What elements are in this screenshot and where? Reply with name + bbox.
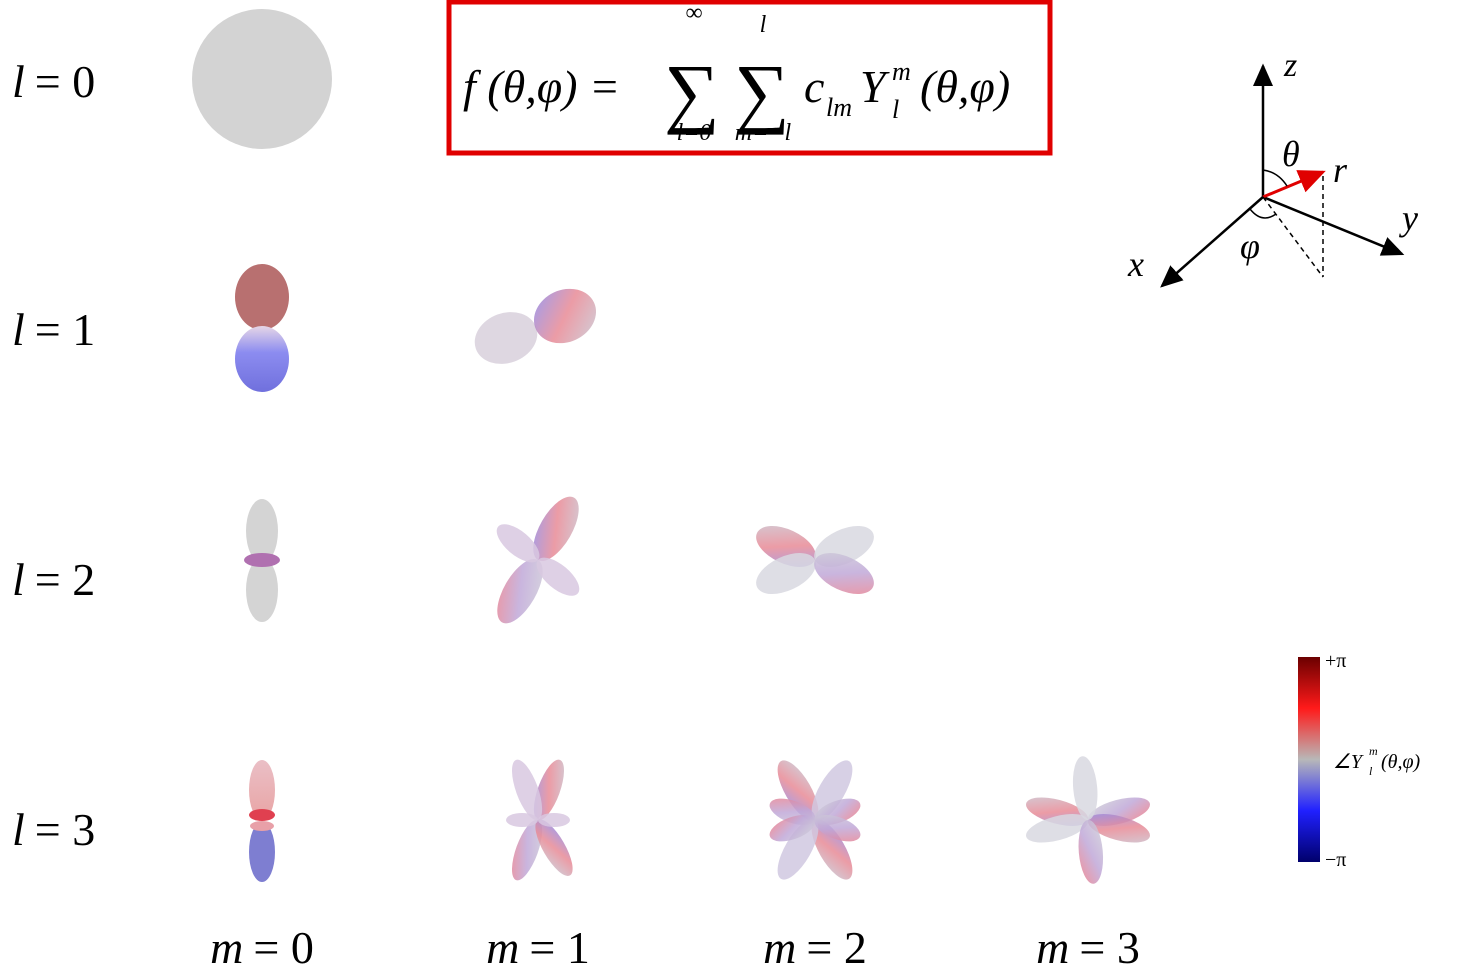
axis-label: z	[1283, 47, 1297, 84]
column-value: = 2	[806, 922, 866, 970]
lobe	[250, 821, 274, 831]
axis-label: r	[1333, 150, 1348, 190]
column-label: m= 1	[486, 922, 590, 970]
row-symbol: l	[12, 304, 25, 355]
lobe	[244, 553, 280, 567]
colorbar	[1298, 657, 1320, 862]
colorbar-label: ∠Y	[1333, 751, 1364, 773]
row-symbol: l	[12, 804, 25, 855]
figure: l= 0l= 1l= 2l= 3 m= 0m= 1m= 2m= 3 f (θ,φ…	[0, 0, 1457, 970]
lobe	[235, 264, 289, 330]
lobe	[538, 813, 570, 827]
row-value: = 1	[35, 304, 95, 355]
column-value: = 1	[529, 922, 589, 970]
lobe	[467, 304, 544, 373]
lobe	[249, 809, 275, 821]
sum-bottom: l=0	[677, 120, 712, 146]
axes-diagram	[1162, 66, 1402, 286]
func-sup: m	[892, 57, 911, 86]
axis-label: φ	[1240, 226, 1260, 266]
lobe	[246, 558, 278, 622]
row-label: l= 2	[12, 554, 95, 605]
row-label: l= 3	[12, 804, 95, 855]
column-value: = 0	[253, 922, 313, 970]
harmonics	[192, 9, 1153, 885]
column-symbol: m	[763, 922, 796, 970]
lobe	[192, 9, 332, 149]
lobe	[235, 326, 289, 392]
row-labels: l= 0l= 1l= 2l= 3	[12, 56, 95, 855]
axis-label: y	[1399, 198, 1418, 238]
colorbar-label-sup: m	[1369, 744, 1378, 758]
colorbar-label-args: (θ,φ)	[1381, 751, 1421, 773]
sum-top: ∞	[685, 0, 702, 26]
colorbar-bottom: −π	[1325, 849, 1346, 871]
row-symbol: l	[12, 56, 25, 107]
sum-top: l	[760, 12, 767, 38]
coef: c	[804, 61, 824, 112]
colorbar-label-sub: l	[1369, 764, 1373, 778]
func-sub: l	[892, 95, 899, 124]
colorbar-top: +π	[1325, 650, 1346, 672]
sum-bottom: m=−l	[735, 120, 792, 146]
column-label: m= 3	[1036, 922, 1140, 970]
row-value: = 2	[35, 554, 95, 605]
row-label: l= 0	[12, 56, 95, 107]
column-label: m= 0	[210, 922, 314, 970]
column-symbol: m	[210, 922, 243, 970]
coef-sub: lm	[826, 93, 852, 122]
lobe	[525, 279, 605, 353]
args: (θ,φ)	[920, 61, 1010, 112]
column-symbol: m	[1036, 922, 1069, 970]
column-symbol: m	[486, 922, 519, 970]
axis-label: x	[1127, 244, 1144, 284]
row-symbol: l	[12, 554, 25, 605]
column-value: = 3	[1079, 922, 1139, 970]
func: Y	[860, 61, 890, 112]
row-value: = 3	[35, 804, 95, 855]
row-label: l= 1	[12, 304, 95, 355]
formula-lhs: f (θ,φ) =	[463, 61, 620, 112]
lobe	[506, 813, 538, 827]
row-value: = 0	[35, 56, 95, 107]
column-label: m= 2	[763, 922, 867, 970]
axis-label: θ	[1282, 134, 1300, 174]
